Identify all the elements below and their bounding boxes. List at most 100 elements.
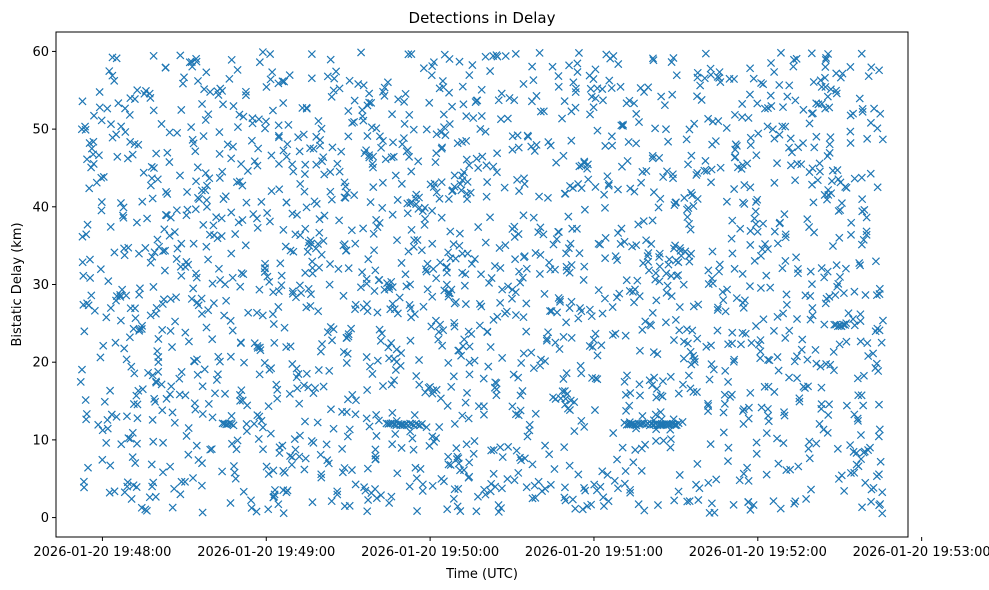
data-point xyxy=(269,466,278,475)
data-point xyxy=(434,335,443,344)
data-point xyxy=(193,370,202,379)
data-point xyxy=(407,313,416,322)
data-point xyxy=(604,179,613,188)
data-point xyxy=(368,159,377,169)
data-point xyxy=(738,298,747,307)
data-point xyxy=(795,397,804,406)
data-point xyxy=(632,139,641,148)
data-point xyxy=(242,427,251,436)
data-point xyxy=(230,468,239,477)
data-point xyxy=(591,182,600,191)
data-point xyxy=(278,77,287,86)
data-point xyxy=(683,339,692,348)
data-point xyxy=(863,134,872,143)
data-point xyxy=(639,259,648,268)
data-point xyxy=(817,82,826,91)
data-point xyxy=(709,365,718,374)
data-point xyxy=(449,372,458,381)
data-point xyxy=(648,151,657,160)
data-point xyxy=(550,465,559,474)
data-point xyxy=(197,309,206,318)
data-point xyxy=(484,362,493,371)
data-point xyxy=(756,336,765,345)
data-point xyxy=(102,313,111,322)
data-point xyxy=(233,123,242,132)
data-point xyxy=(618,120,628,129)
data-point xyxy=(552,235,561,244)
data-point xyxy=(280,323,289,332)
data-point xyxy=(158,300,167,309)
data-point xyxy=(856,431,865,440)
data-point xyxy=(522,264,531,273)
data-point xyxy=(214,352,223,361)
data-point xyxy=(344,132,353,141)
data-point xyxy=(148,415,157,424)
data-point xyxy=(107,410,116,419)
data-point xyxy=(849,109,858,118)
data-point xyxy=(406,419,415,428)
data-point xyxy=(146,181,155,190)
data-point xyxy=(473,492,482,501)
data-point xyxy=(132,483,141,492)
data-point xyxy=(862,213,871,222)
data-point xyxy=(629,458,638,467)
data-point xyxy=(632,241,641,250)
data-point xyxy=(730,185,739,194)
data-point xyxy=(108,53,117,62)
data-point xyxy=(413,235,422,245)
data-point xyxy=(565,304,574,313)
data-point xyxy=(711,137,720,146)
data-point xyxy=(821,104,830,113)
data-point xyxy=(861,290,870,300)
data-point xyxy=(566,396,575,405)
data-point xyxy=(274,500,283,509)
data-point xyxy=(708,279,717,288)
data-point xyxy=(807,49,816,58)
data-point xyxy=(607,132,616,141)
data-point xyxy=(773,353,782,362)
data-point xyxy=(541,357,550,366)
data-point xyxy=(369,183,378,192)
data-point xyxy=(846,127,855,136)
data-point xyxy=(554,228,563,237)
data-point xyxy=(858,107,867,116)
data-point xyxy=(456,507,465,516)
data-point xyxy=(443,401,452,410)
data-point xyxy=(836,206,845,215)
data-point xyxy=(124,434,133,443)
data-point xyxy=(445,120,454,129)
data-point xyxy=(809,78,818,87)
data-point xyxy=(380,83,389,92)
data-point xyxy=(197,481,206,490)
data-point xyxy=(749,74,758,83)
data-point xyxy=(370,246,379,255)
data-point xyxy=(518,273,527,282)
data-point xyxy=(644,257,653,266)
y-tick-label: 10 xyxy=(32,433,49,448)
data-point xyxy=(581,486,590,495)
data-point xyxy=(562,318,571,327)
data-point xyxy=(228,326,237,335)
data-point xyxy=(744,476,753,485)
data-point xyxy=(159,247,168,256)
data-point xyxy=(462,136,471,145)
data-point xyxy=(599,501,608,511)
data-point xyxy=(685,251,694,260)
data-point xyxy=(138,385,147,394)
x-tick-label: 2026-01-20 19:48:00 xyxy=(33,545,171,560)
data-point xyxy=(479,410,488,419)
data-point xyxy=(454,484,463,493)
data-point xyxy=(657,92,666,101)
data-point xyxy=(487,274,496,283)
data-point xyxy=(816,76,825,85)
data-point xyxy=(133,400,142,409)
data-point xyxy=(743,463,752,472)
data-point xyxy=(536,250,545,259)
data-point xyxy=(238,181,247,190)
data-point xyxy=(318,157,327,166)
data-point xyxy=(837,471,846,480)
data-point xyxy=(770,387,779,396)
data-point xyxy=(246,496,256,505)
data-point xyxy=(549,240,558,249)
data-point xyxy=(205,174,214,183)
